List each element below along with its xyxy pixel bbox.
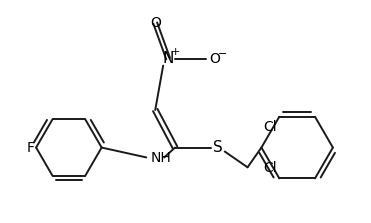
Text: Cl: Cl: [264, 161, 277, 175]
Text: F: F: [26, 140, 34, 155]
Text: O: O: [150, 16, 161, 30]
Text: −: −: [218, 49, 227, 59]
Text: +: +: [170, 47, 180, 57]
Text: N: N: [162, 51, 174, 66]
Text: NH: NH: [150, 151, 171, 165]
Text: O: O: [209, 52, 220, 66]
Text: Cl: Cl: [264, 120, 277, 134]
Text: S: S: [213, 140, 223, 155]
